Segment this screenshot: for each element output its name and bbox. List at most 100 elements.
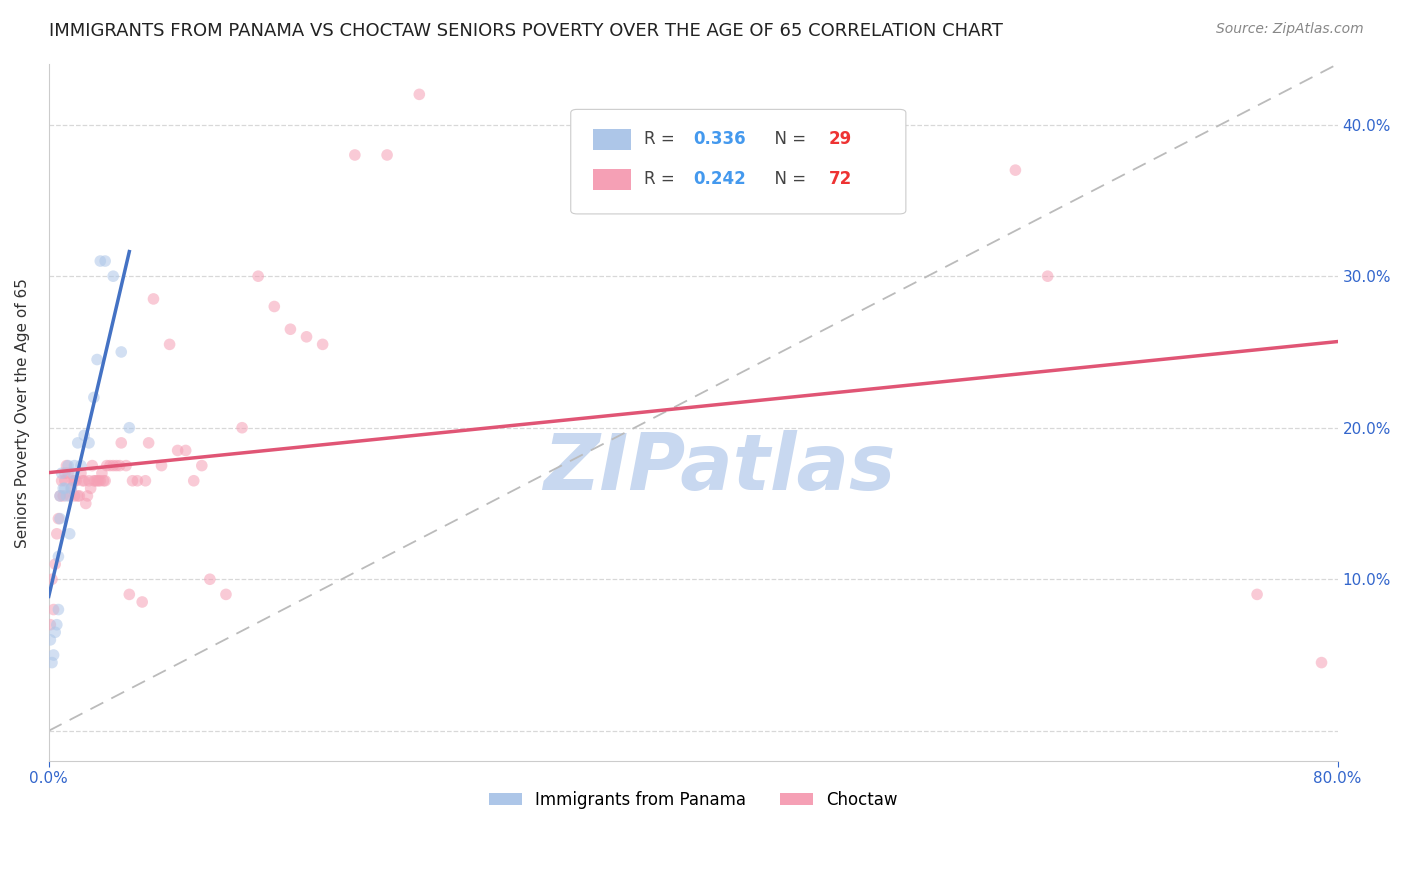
Point (59, 526, 82, 541)
Point (93, 474, 115, 488)
Point (84, 474, 107, 488)
Point (41, 656, 63, 670)
Point (66, 489, 89, 503)
Point (39, 617, 62, 632)
Point (48, 511, 70, 525)
Point (67, 489, 90, 503)
Point (66, 435, 89, 450)
Point (138, 435, 160, 450)
Point (60, 481, 83, 495)
Point (82, 458, 104, 473)
Point (89, 474, 111, 488)
Point (86, 352, 108, 367)
Text: IMMIGRANTS FROM PANAMA VS CHOCTAW SENIORS POVERTY OVER THE AGE OF 65 CORRELATION: IMMIGRANTS FROM PANAMA VS CHOCTAW SENIOR… (49, 22, 1002, 40)
Point (295, 330, 318, 344)
Point (142, 292, 165, 306)
Point (215, 587, 238, 601)
Point (121, 474, 143, 488)
Point (63, 489, 86, 503)
Point (375, 148, 398, 162)
Point (63, 458, 86, 473)
Point (65, 474, 87, 488)
Point (343, 148, 366, 162)
Point (198, 572, 221, 586)
Point (39, 632, 62, 647)
Point (98, 458, 121, 473)
Point (45, 526, 67, 541)
Point (62, 466, 84, 480)
Point (52, 481, 75, 495)
Point (76, 489, 98, 503)
Point (1246, 587, 1268, 601)
Point (280, 322, 302, 336)
Bar (593, 169, 631, 189)
Text: 29: 29 (828, 130, 852, 148)
Point (51, 466, 73, 480)
Text: N =: N = (763, 170, 811, 188)
Point (77, 435, 100, 450)
Point (86, 474, 108, 488)
Point (131, 595, 153, 609)
Point (49, 511, 72, 525)
Point (110, 435, 132, 450)
Point (48, 549, 70, 564)
Point (60, 481, 83, 495)
Point (89, 254, 111, 268)
Point (59, 489, 82, 503)
Legend: Immigrants from Panama, Choctaw: Immigrants from Panama, Choctaw (482, 784, 904, 815)
Point (49, 489, 72, 503)
Point (110, 345, 132, 359)
Point (73, 428, 96, 442)
Point (103, 458, 125, 473)
Point (75, 496, 97, 510)
Text: 72: 72 (828, 170, 852, 188)
Point (118, 587, 141, 601)
Point (94, 254, 117, 268)
Point (150, 458, 173, 473)
Text: R =: R = (644, 170, 681, 188)
Point (56, 466, 79, 480)
Point (311, 337, 333, 351)
Point (108, 458, 131, 473)
Point (42, 602, 65, 616)
Point (73, 474, 96, 488)
Point (56, 458, 79, 473)
Point (55, 458, 77, 473)
Point (231, 421, 253, 435)
Text: 0.242: 0.242 (693, 170, 747, 188)
Point (53, 466, 76, 480)
Point (408, 87, 430, 102)
Point (1310, 656, 1333, 670)
Point (90, 466, 112, 480)
Point (134, 474, 156, 488)
Point (83, 474, 105, 488)
Text: ZIPatlas: ZIPatlas (543, 430, 896, 507)
Point (105, 458, 128, 473)
Point (45, 617, 67, 632)
Point (174, 443, 197, 458)
Point (42, 648, 65, 662)
Point (79, 481, 101, 495)
Point (70, 466, 93, 480)
Text: 0.336: 0.336 (693, 130, 745, 148)
Point (48, 602, 70, 616)
Point (103, 269, 125, 284)
Point (159, 337, 181, 351)
Point (52, 489, 75, 503)
Point (77, 474, 100, 488)
Point (53, 474, 76, 488)
Text: R =: R = (644, 130, 681, 148)
Point (247, 269, 270, 284)
Point (127, 474, 149, 488)
Point (62, 474, 84, 488)
Point (191, 458, 214, 473)
Point (51, 474, 73, 488)
Text: N =: N = (763, 130, 811, 148)
Point (63, 474, 86, 488)
Point (94, 474, 117, 488)
Point (44, 557, 66, 571)
Point (183, 474, 205, 488)
Point (44, 625, 66, 640)
Bar (593, 128, 631, 150)
Point (118, 421, 141, 435)
